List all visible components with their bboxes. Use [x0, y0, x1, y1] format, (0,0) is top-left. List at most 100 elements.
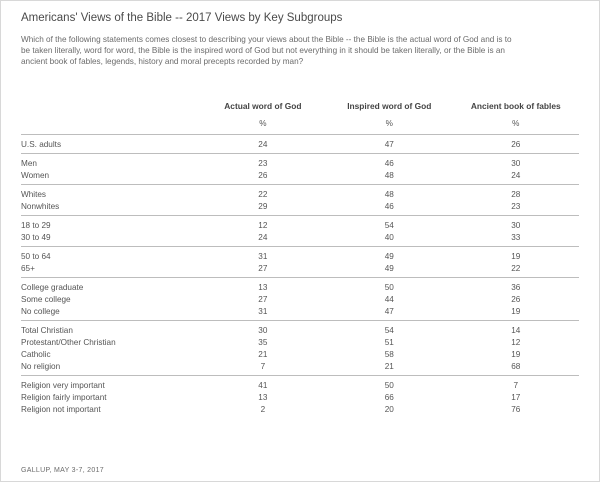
row-label: Religion very important: [21, 375, 200, 392]
value-cell: 2: [260, 405, 266, 414]
value-cell: 50: [326, 277, 453, 294]
table-row: Nonwhites 29 46 23: [21, 201, 579, 216]
value-cell: 22: [511, 264, 521, 273]
value-cell: 13: [199, 277, 327, 294]
table-row: Whites 22 48 28: [21, 184, 579, 201]
row-label: Whites: [21, 184, 200, 201]
table-row: Religion very important 41 50 7: [21, 375, 579, 392]
value-cell: 44: [384, 295, 394, 304]
value-cell: 19: [452, 246, 579, 263]
value-cell: 31: [258, 307, 268, 316]
table-row: 18 to 29 12 54 30: [21, 215, 579, 232]
unit-label: %: [385, 119, 393, 128]
row-label: College graduate: [21, 277, 200, 294]
value-cell: 49: [326, 246, 453, 263]
value-cell: 7: [260, 362, 266, 371]
row-label: Some college: [21, 295, 71, 304]
table-row: 30 to 49 24 40 33: [21, 232, 579, 247]
value-cell: 26: [452, 134, 579, 154]
value-cell: 27: [258, 264, 268, 273]
value-cell: 28: [452, 184, 579, 201]
table-row: 65+ 27 49 22: [21, 263, 579, 278]
figure-title: Americans' Views of the Bible -- 2017 Vi…: [21, 12, 343, 24]
value-cell: 30: [452, 215, 579, 232]
unit-row: % % %: [21, 114, 579, 135]
value-cell: 66: [384, 393, 394, 402]
table-row: No religion 7 21 68: [21, 361, 579, 376]
row-label: No religion: [21, 362, 61, 371]
value-cell: 22: [199, 184, 327, 201]
value-cell: 40: [384, 233, 394, 242]
value-cell: 13: [258, 393, 268, 402]
value-cell: 46: [384, 202, 394, 211]
value-cell: 76: [511, 405, 521, 414]
column-header: Ancient book of fables: [470, 101, 561, 111]
value-cell: 68: [511, 362, 521, 371]
value-cell: 19: [511, 350, 521, 359]
value-cell: 54: [326, 320, 453, 337]
row-label: Catholic: [21, 350, 51, 359]
value-cell: 20: [384, 405, 394, 414]
table-row: Religion fairly important 13 66 17: [21, 392, 579, 404]
value-cell: 26: [258, 171, 268, 180]
row-label: 50 to 64: [21, 246, 200, 263]
value-cell: 19: [511, 307, 521, 316]
row-label: No college: [21, 307, 60, 316]
value-cell: 31: [199, 246, 327, 263]
value-cell: 58: [384, 350, 394, 359]
table-row: College graduate 13 50 36: [21, 277, 579, 294]
value-cell: 49: [384, 264, 394, 273]
table-row: Religion not important 2 20 76: [21, 404, 579, 418]
value-cell: 48: [326, 184, 453, 201]
value-cell: 29: [258, 202, 268, 211]
header-blank: [21, 98, 200, 114]
table-row: Women 26 48 24: [21, 170, 579, 185]
table-row: U.S. adults 24 47 26: [21, 134, 579, 154]
value-cell: 50: [326, 375, 453, 392]
column-header: Inspired word of God: [347, 101, 432, 111]
value-cell: 23: [199, 153, 327, 170]
value-cell: 30: [452, 153, 579, 170]
row-label: Religion not important: [21, 405, 101, 414]
value-cell: 12: [199, 215, 327, 232]
table-row: Some college 27 44 26: [21, 294, 579, 306]
value-cell: 26: [511, 295, 521, 304]
value-cell: 21: [384, 362, 394, 371]
value-cell: 27: [258, 295, 268, 304]
table-row: Men 23 46 30: [21, 153, 579, 170]
column-header: Actual word of God: [224, 101, 302, 111]
row-label: Protestant/Other Christian: [21, 338, 116, 347]
header-row: Actual word of God Inspired word of God …: [21, 98, 579, 114]
value-cell: 47: [326, 134, 453, 154]
row-label: U.S. adults: [21, 134, 200, 154]
value-cell: 54: [326, 215, 453, 232]
unit-label: %: [512, 119, 520, 128]
source-note: GALLUP, MAY 3-7, 2017: [21, 467, 104, 474]
unit-blank: [21, 114, 200, 135]
row-label: Men: [21, 153, 200, 170]
value-cell: 51: [384, 338, 394, 347]
unit-label: %: [259, 119, 267, 128]
value-cell: 41: [199, 375, 327, 392]
value-cell: 7: [452, 375, 579, 392]
value-cell: 14: [452, 320, 579, 337]
table-row: 50 to 64 31 49 19: [21, 246, 579, 263]
row-label: Total Christian: [21, 320, 200, 337]
table-body: % % % U.S. adults 24 47 26 Men 23 46 30 Women 26 4…: [21, 114, 579, 418]
value-cell: 48: [384, 171, 394, 180]
value-cell: 33: [511, 233, 521, 242]
results-table: Actual word of God Inspired word of God …: [21, 98, 579, 418]
table-row: Catholic 21 58 19: [21, 349, 579, 361]
row-label: Religion fairly important: [21, 393, 107, 402]
row-label: 65+: [21, 264, 35, 273]
value-cell: 47: [384, 307, 394, 316]
value-cell: 46: [326, 153, 453, 170]
question-text: Which of the following statements comes …: [21, 35, 512, 66]
value-cell: 24: [199, 134, 327, 154]
table-row: Protestant/Other Christian 35 51 12: [21, 337, 579, 349]
value-cell: 17: [511, 393, 521, 402]
row-label: Women: [21, 171, 50, 180]
value-cell: 23: [511, 202, 521, 211]
value-cell: 30: [199, 320, 327, 337]
